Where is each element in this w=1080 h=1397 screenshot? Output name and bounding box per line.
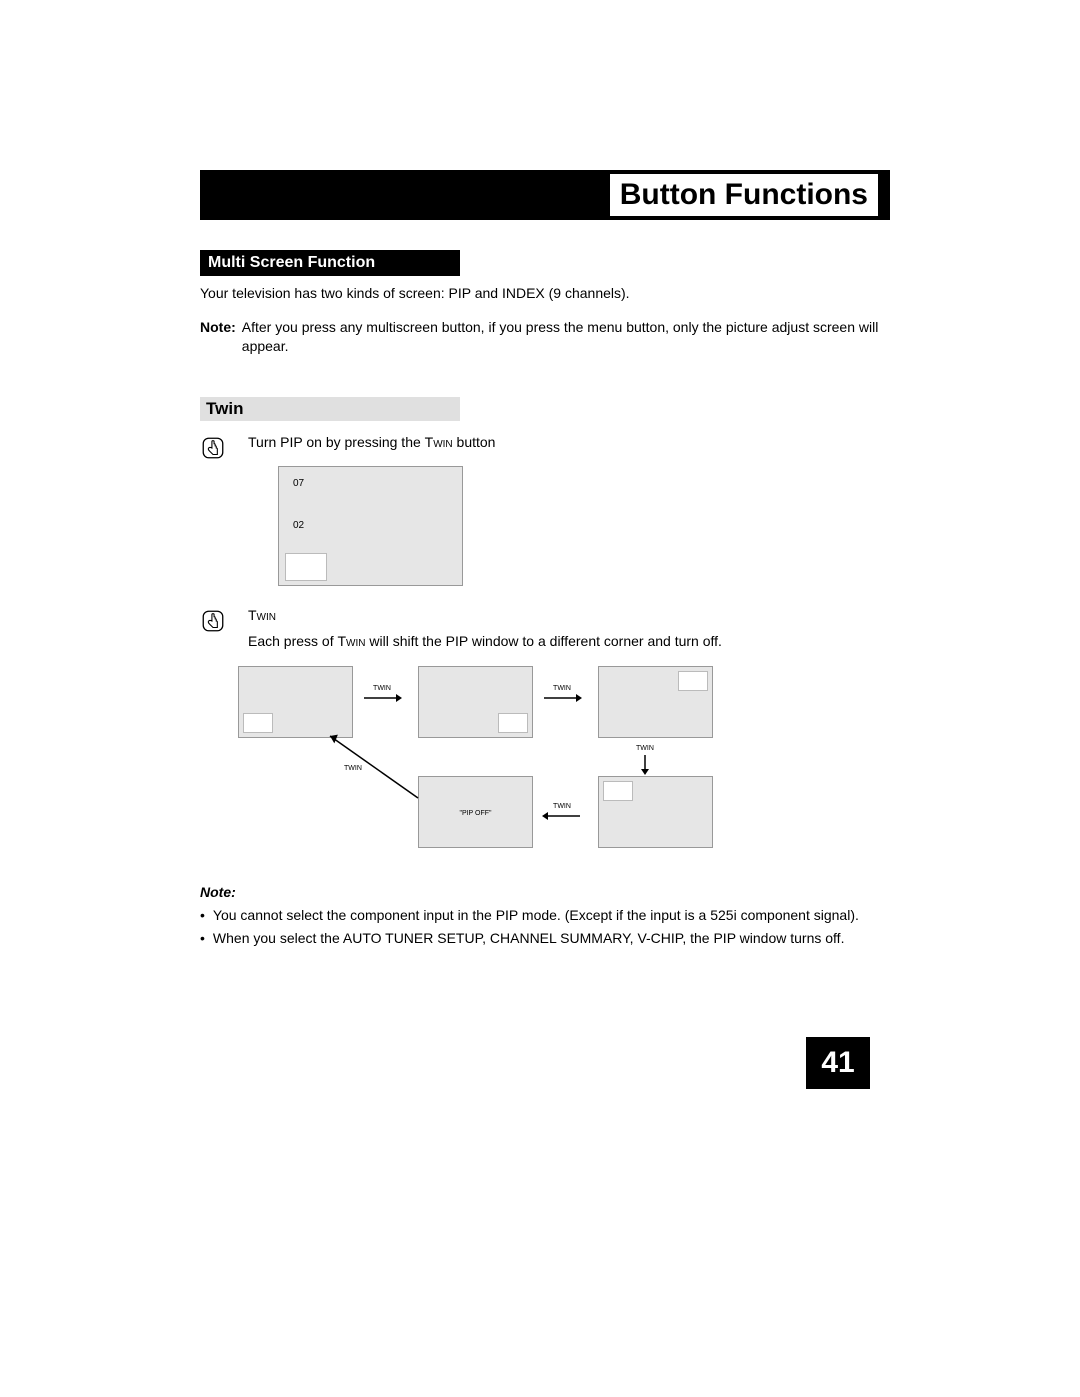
intro-text: Your television has two kinds of screen:… <box>200 284 890 304</box>
tv-screen-diagram: 07 02 <box>278 466 463 586</box>
step1-post: button <box>453 434 496 450</box>
pip-bl <box>243 713 273 733</box>
section-title: Multi Screen Function <box>200 250 460 276</box>
pip-sequence-diagram: "PIP OFF" TWIN TWIN TWIN <box>228 666 890 866</box>
bullet-1-text: You cannot select the component input in… <box>213 906 859 926</box>
step2-content: Twin Each press of Twin will shift the P… <box>248 606 890 865</box>
press-icon <box>200 435 228 466</box>
step2-pre: Each press of <box>248 633 338 649</box>
seq-screen-off: "PIP OFF" <box>418 776 533 848</box>
header-title: Button Functions <box>610 174 878 216</box>
pip-window <box>285 553 327 581</box>
page-content: Button Functions Multi Screen Function Y… <box>200 170 890 953</box>
step2-label: Twin <box>248 606 890 626</box>
channel-mid: 02 <box>293 519 304 533</box>
seq-screen-4 <box>598 776 713 848</box>
bullet-1: • You cannot select the component input … <box>200 906 890 926</box>
step1-content: Turn PIP on by pressing the Twin button … <box>248 433 890 587</box>
step1-btn: Twin <box>425 434 453 450</box>
channel-top: 07 <box>293 477 304 491</box>
page-number: 41 <box>806 1037 870 1089</box>
twin-label-2: TWIN <box>542 684 582 708</box>
pip-tr <box>678 671 708 691</box>
twin-label-3: TWIN <box>636 744 654 780</box>
bullet-2: • When you select the AUTO TUNER SETUP, … <box>200 929 890 949</box>
seq-screen-2 <box>418 666 533 738</box>
step1-pre: Turn PIP on by pressing the <box>248 434 425 450</box>
step2-btn: Twin <box>338 633 366 649</box>
header-bar: Button Functions <box>200 170 890 220</box>
press-icon <box>200 608 228 639</box>
step2-text: Each press of Twin will shift the PIP wi… <box>248 632 890 652</box>
step-2: Twin Each press of Twin will shift the P… <box>200 606 890 865</box>
subsection-title: Twin <box>200 397 460 421</box>
bullet-dot: • <box>200 906 205 926</box>
step-1: Turn PIP on by pressing the Twin button … <box>200 433 890 587</box>
twin-label-1: TWIN <box>362 684 402 708</box>
bullet-dot: • <box>200 929 205 949</box>
pip-tl <box>603 781 633 801</box>
diag-arrow <box>318 726 428 806</box>
pip-br <box>498 713 528 733</box>
bullet-2-text: When you select the AUTO TUNER SETUP, CH… <box>213 929 845 949</box>
note-text: After you press any multiscreen button, … <box>242 318 890 357</box>
seq-screen-3 <box>598 666 713 738</box>
twin-label-4: TWIN <box>542 802 582 826</box>
step2-post: will shift the PIP window to a different… <box>366 633 722 649</box>
first-note: Note: After you press any multiscreen bu… <box>200 318 890 357</box>
pipoff-label: "PIP OFF" <box>419 809 532 819</box>
notes-heading: Note: <box>200 884 890 900</box>
note-label: Note: <box>200 318 236 357</box>
notes-list: • You cannot select the component input … <box>200 906 890 949</box>
